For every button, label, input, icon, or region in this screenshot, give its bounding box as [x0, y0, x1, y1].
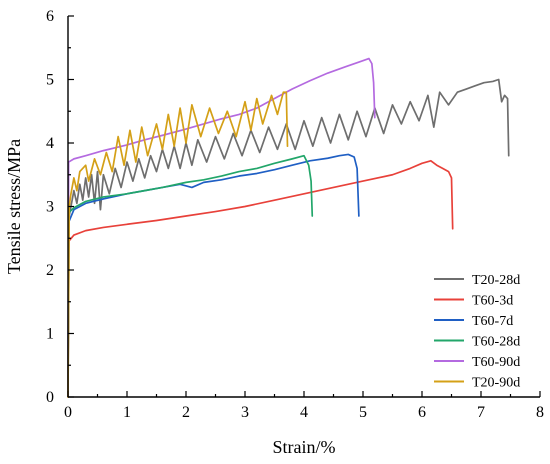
axes-layer: 0 1 2 3 4 5 6 7 8 0 1 2 3 4 5 6: [46, 8, 544, 421]
y-tick-label: 5: [46, 72, 54, 89]
legend-label-t20-90d: T20-90d: [472, 376, 520, 391]
y-tick-label: 1: [46, 326, 54, 343]
legend-label-t60-28d: T60-28d: [472, 335, 520, 350]
x-tick-label: 2: [182, 404, 190, 421]
legend-label-t60-7d: T60-7d: [472, 314, 513, 329]
series-line-t60-90d: [67, 57, 376, 398]
series-line-t20-90d: [67, 91, 289, 398]
x-tick-label: 3: [241, 404, 249, 421]
legend: T20-28d T60-3d T60-7d T60-28d T60-90d T20-90d: [434, 273, 520, 391]
x-tick-label: 6: [418, 404, 426, 421]
x-tick-label: 7: [477, 404, 485, 421]
legend-label-t60-90d: T60-90d: [472, 355, 520, 370]
series-line-t60-7d: [67, 153, 360, 398]
x-tick-label: 4: [300, 404, 308, 421]
x-axis-title: Strain/%: [273, 437, 336, 457]
x-tick-label: 1: [123, 404, 131, 421]
y-tick-label: 0: [46, 389, 54, 406]
legend-label-t60-3d: T60-3d: [472, 294, 513, 309]
y-tick-label: 3: [46, 199, 54, 216]
y-axis-title: Tensile stress/MPa: [4, 139, 24, 274]
x-tick-label: 5: [359, 404, 367, 421]
series-line-t60-28d: [67, 154, 314, 398]
series-line-t20-28d: [67, 78, 510, 398]
x-tick-label: 8: [536, 404, 544, 421]
series-line-t60-3d: [67, 159, 454, 398]
x-tick-label: 0: [64, 404, 72, 421]
series-layer: [67, 57, 510, 398]
y-tick-label: 4: [46, 135, 54, 152]
y-tick-label: 2: [46, 262, 54, 279]
legend-label-t20-28d: T20-28d: [472, 273, 520, 288]
y-tick-label: 6: [46, 8, 54, 25]
